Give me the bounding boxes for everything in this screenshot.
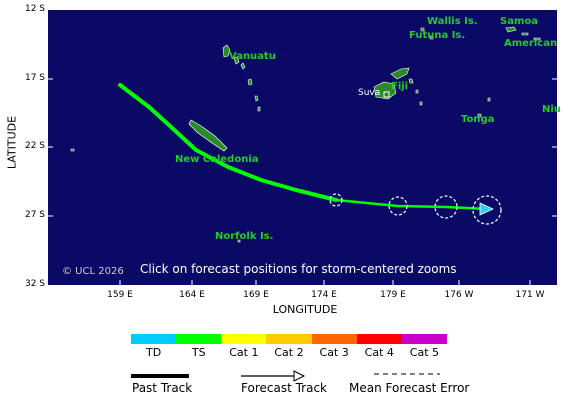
lon-label-179e: 179 E bbox=[380, 290, 406, 300]
legend-swatch-cat1 bbox=[221, 334, 267, 344]
copyright-text: © UCL 2026 bbox=[62, 266, 124, 277]
legend-label-ts: TS bbox=[191, 346, 206, 359]
forecast-arrow-key-icon bbox=[293, 370, 306, 382]
forecast-track-line bbox=[335, 198, 488, 211]
label-fiji: Fiji bbox=[391, 81, 409, 92]
lon-label-164e: 164 E bbox=[179, 290, 205, 300]
y-axis-title: LATITUDE bbox=[5, 115, 19, 170]
legend-swatch-cat3 bbox=[311, 334, 357, 344]
label-samoa: Samoa bbox=[500, 16, 538, 27]
lat-label-12s: 12 S bbox=[24, 4, 45, 14]
mean-error-label: Mean Forecast Error bbox=[349, 381, 470, 395]
label-new-caledonia: New Caledonia bbox=[175, 154, 259, 165]
forecast-position-1[interactable] bbox=[329, 193, 343, 207]
intensity-legend-labels: TD TS Cat 1 Cat 2 Cat 3 Cat 4 Cat 5 bbox=[131, 346, 447, 359]
label-norfolk: Norfolk Is. bbox=[215, 231, 274, 242]
intensity-legend-bar bbox=[131, 334, 447, 344]
legend-swatch-ts bbox=[176, 334, 222, 344]
forecast-position-4[interactable] bbox=[472, 195, 502, 225]
lon-label-174e: 174 E bbox=[311, 290, 337, 300]
lon-label-159e: 159 E bbox=[107, 290, 133, 300]
suva-marker-icon bbox=[383, 91, 390, 98]
legend-swatch-cat2 bbox=[266, 334, 312, 344]
legend-swatch-cat4 bbox=[356, 334, 402, 344]
label-suva: Suva bbox=[358, 88, 381, 98]
legend-label-td: TD bbox=[145, 346, 162, 359]
map-graphics bbox=[48, 26, 557, 285]
lat-label-32s: 32 S bbox=[24, 279, 45, 289]
lon-label-176w: 176 W bbox=[444, 290, 474, 300]
label-tonga: Tonga bbox=[461, 114, 495, 125]
forecast-position-3[interactable] bbox=[434, 195, 458, 219]
forecast-position-2[interactable] bbox=[388, 196, 408, 216]
past-track-line bbox=[118, 83, 338, 202]
storm-track-map[interactable]: Wallis Is. Futuna Is. Samoa American Van… bbox=[48, 10, 561, 285]
lat-label-22s: 22 S bbox=[24, 141, 45, 151]
label-niue: Niu bbox=[542, 104, 561, 115]
lon-label-169e: 169 E bbox=[243, 290, 269, 300]
track-key-graphics bbox=[131, 370, 440, 382]
click-instruction: Click on forecast positions for storm-ce… bbox=[140, 262, 457, 276]
x-axis-title: LONGITUDE bbox=[272, 303, 338, 316]
forecast-track-label: Forecast Track bbox=[241, 381, 327, 395]
legend-swatch-cat5 bbox=[401, 334, 447, 344]
legend-label-cat5: Cat 5 bbox=[409, 346, 440, 359]
label-futuna: Futuna Is. bbox=[409, 30, 466, 41]
legend-label-cat3: Cat 3 bbox=[319, 346, 349, 359]
small-islands bbox=[70, 26, 541, 243]
fiji-islands bbox=[373, 67, 423, 106]
legend-label-cat2: Cat 2 bbox=[274, 346, 304, 359]
label-wallis: Wallis Is. bbox=[427, 16, 478, 27]
lat-label-17s: 17 S bbox=[24, 73, 45, 83]
past-track-label: Past Track bbox=[132, 381, 193, 395]
label-american: American bbox=[504, 38, 558, 49]
label-vanuatu: Vanuatu bbox=[229, 51, 276, 62]
lat-label-27s: 27 S bbox=[24, 210, 45, 220]
forecast-arrow-icon bbox=[479, 202, 494, 216]
legend-label-cat1: Cat 1 bbox=[229, 346, 259, 359]
lon-label-171w: 171 W bbox=[515, 290, 545, 300]
new-caledonia-island bbox=[188, 119, 228, 152]
map-ticks bbox=[48, 78, 557, 285]
legend-label-cat4: Cat 4 bbox=[364, 346, 394, 359]
vanuatu-islands bbox=[222, 44, 261, 112]
legend-swatch-td bbox=[131, 334, 177, 344]
